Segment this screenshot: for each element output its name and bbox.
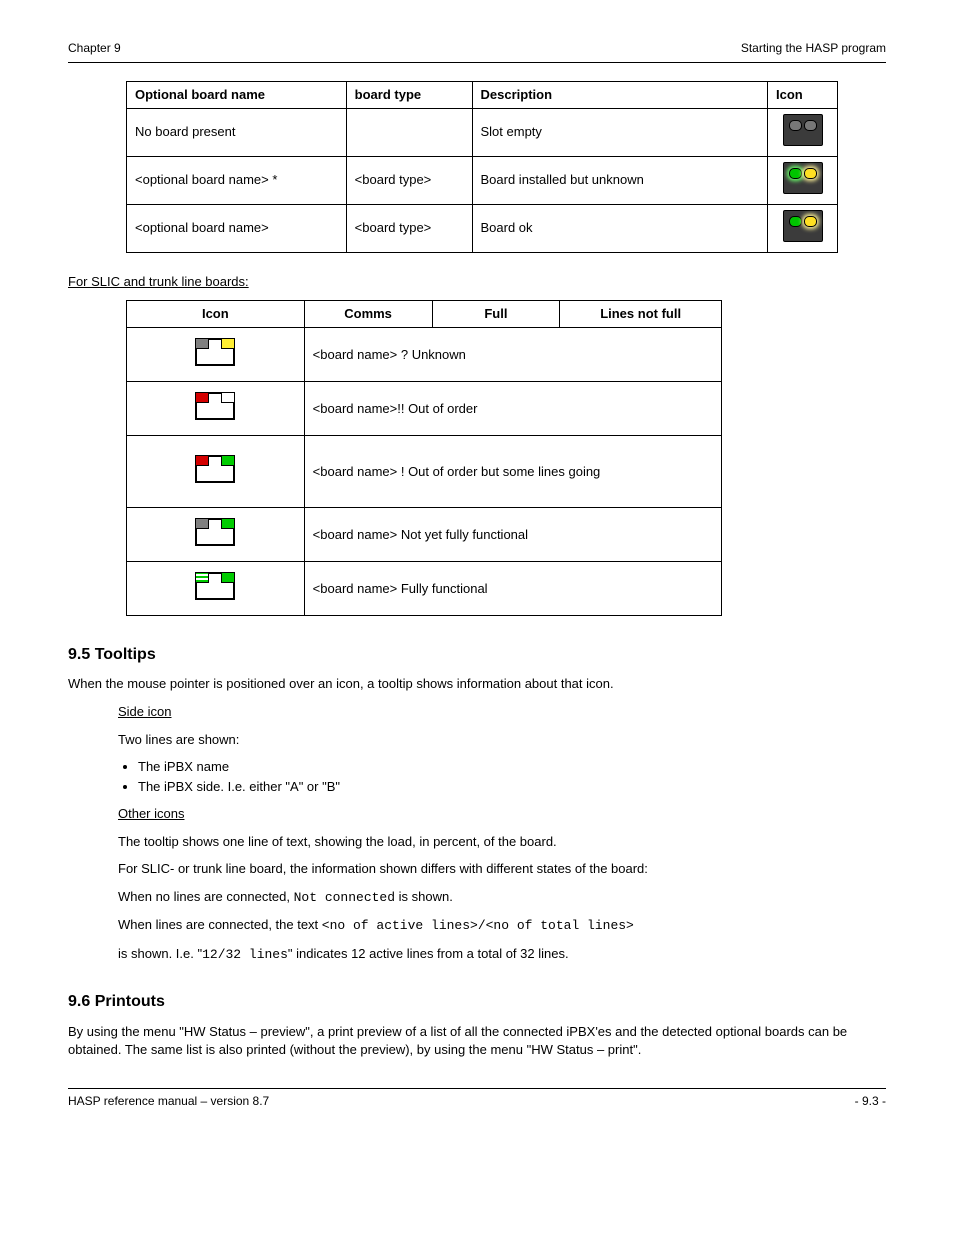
panel-icon-empty [783, 114, 823, 146]
env-icon [195, 518, 235, 546]
l4-code: <no of active lines>/<no of total lines> [322, 918, 634, 933]
t1r1c2 [346, 108, 472, 156]
sq-right-green [221, 518, 235, 529]
table-row: <optional board name> <board type> Board… [127, 204, 838, 252]
env-icon [195, 338, 235, 366]
sq-left-red [195, 455, 209, 466]
table-row: <board name> Not yet fully functional [127, 507, 722, 561]
l3-code: Not connected [294, 890, 395, 905]
t2r2-text: <board name>!! Out of order [304, 381, 721, 435]
t2r5-text: <board name> Fully functional [304, 561, 721, 615]
t1r2c3: Board installed but unknown [472, 156, 768, 204]
panel-icon-unknown [783, 162, 823, 194]
led-right-yellow [804, 216, 817, 227]
sub-cpu-label: Other icons [118, 806, 184, 821]
t1-h2: board type [346, 82, 472, 109]
t1-h3: Description [472, 82, 768, 109]
sq-right-yellow [221, 338, 235, 349]
panel-icon-ok [783, 210, 823, 242]
list-item: The iPBX side. I.e. either "A" or "B" [138, 778, 886, 796]
t2r1-icon [127, 327, 305, 381]
sub-cpu-title: Other icons [118, 805, 886, 823]
rule-bottom [68, 1088, 886, 1089]
page: Chapter 9 Starting the HASP program Opti… [0, 0, 954, 1149]
t2-h2: Comms [304, 301, 432, 328]
led-left-gray [789, 120, 802, 131]
t1r1-icon-cell [768, 108, 838, 156]
table-row: <optional board name> * <board type> Boa… [127, 156, 838, 204]
t2-h4: Lines not full [560, 301, 722, 328]
t1r3-icon-cell [768, 204, 838, 252]
t1-h1: Optional board name [127, 82, 347, 109]
sub-side-label: Side icon [118, 704, 171, 719]
table-row: <board name>!! Out of order [127, 381, 722, 435]
l5-code: 12/32 lines [202, 947, 288, 962]
l4-prefix: When lines are connected, the text [118, 917, 322, 932]
table-row: <board name> Fully functional [127, 561, 722, 615]
footer: HASP reference manual – version 8.7 - 9.… [68, 1093, 886, 1109]
rule-top [68, 62, 886, 63]
l3-prefix: When no lines are connected, [118, 889, 294, 904]
l5-prefix: is shown. I.e. " [118, 946, 202, 961]
running-head: Chapter 9 Starting the HASP program [68, 40, 886, 62]
sub-side-line1: Two lines are shown: [118, 731, 886, 749]
sub-side-title: Side icon [118, 703, 886, 721]
p-printouts: By using the menu "HW Status – preview",… [68, 1023, 886, 1058]
side-bullets: The iPBX name The iPBX side. I.e. either… [138, 758, 886, 795]
t2r4-icon [127, 507, 305, 561]
table-row: No board present Slot empty [127, 108, 838, 156]
sq-left-red [195, 392, 209, 403]
led-left-green-solid [789, 216, 802, 227]
t1r3c2: <board type> [346, 204, 472, 252]
t2r3-icon [127, 435, 305, 507]
t2-h1: Icon [127, 301, 305, 328]
sub-cpu-l4: When lines are connected, the text <no o… [118, 916, 886, 935]
t2r3-text: <board name> ! Out of order but some lin… [304, 435, 721, 507]
sub-cpu-l3: When no lines are connected, Not connect… [118, 888, 886, 907]
table2-intro: For SLIC and trunk line boards: [68, 273, 886, 291]
sq-left-gray [195, 338, 209, 349]
t2r2-icon [127, 381, 305, 435]
t2r4-text: <board name> Not yet fully functional [304, 507, 721, 561]
t1r1c3: Slot empty [472, 108, 768, 156]
sq-right-green [221, 455, 235, 466]
heading-tooltips: 9.5 Tooltips [68, 644, 886, 666]
heading-printouts: 9.6 Printouts [68, 991, 886, 1013]
footer-left: HASP reference manual – version 8.7 [68, 1093, 269, 1109]
t1r1c1: No board present [127, 108, 347, 156]
footer-right: - 9.3 - [855, 1093, 886, 1109]
table-row: <board name> ! Out of order but some lin… [127, 435, 722, 507]
t2r5-icon [127, 561, 305, 615]
table-row: <board name> ? Unknown [127, 327, 722, 381]
t1r2c2: <board type> [346, 156, 472, 204]
t1-h4: Icon [768, 82, 838, 109]
sq-left-greenh [195, 572, 209, 583]
list-item: The iPBX name [138, 758, 886, 776]
sq-right-green [221, 572, 235, 583]
sq-left-gray [195, 518, 209, 529]
t1r2-icon-cell [768, 156, 838, 204]
sub-cpu-l1: The tooltip shows one line of text, show… [118, 833, 886, 851]
l3-suffix: is shown. [399, 889, 453, 904]
t2-h3: Full [432, 301, 560, 328]
p-tooltips-intro: When the mouse pointer is positioned ove… [68, 675, 886, 693]
env-icon [195, 572, 235, 600]
led-right-yellow [804, 168, 817, 179]
l5-suffix: " indicates 12 active lines from a total… [288, 946, 569, 961]
t1r3c3: Board ok [472, 204, 768, 252]
t1r3c1: <optional board name> [127, 204, 347, 252]
env-icon [195, 392, 235, 420]
sub-cpu-l5: is shown. I.e. "12/32 lines" indicates 1… [118, 945, 886, 964]
sub-cpu-l2: For SLIC- or trunk line board, the infor… [118, 860, 886, 878]
t2r1-text: <board name> ? Unknown [304, 327, 721, 381]
sq-right-white [221, 392, 235, 403]
head-left: Chapter 9 [68, 40, 121, 56]
env-icon [195, 455, 235, 483]
led-right-gray [804, 120, 817, 131]
table-board-states: Optional board name board type Descripti… [126, 81, 838, 253]
t1r2c1: <optional board name> * [127, 156, 347, 204]
table-slic-trunk: Icon Comms Full Lines not full <board na… [126, 300, 722, 616]
head-right: Starting the HASP program [741, 40, 886, 56]
led-left-green [789, 168, 802, 179]
